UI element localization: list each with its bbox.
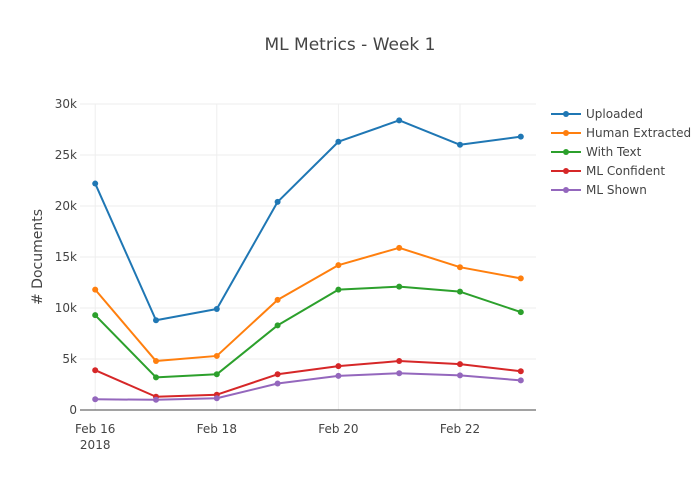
data-point[interactable]: [92, 180, 99, 187]
legend-marker: [563, 111, 569, 117]
y-tick-label: 15k: [55, 250, 77, 264]
y-tick-label: 5k: [62, 352, 77, 366]
data-point[interactable]: [396, 370, 403, 377]
plot-area: [92, 117, 524, 403]
series-uploaded[interactable]: [92, 117, 524, 324]
data-point[interactable]: [517, 133, 524, 140]
data-point[interactable]: [213, 371, 220, 378]
series-line[interactable]: [95, 372, 521, 401]
legend-item[interactable]: ML Confident: [551, 164, 665, 178]
data-point[interactable]: [457, 141, 463, 148]
x-tick-sublabel: 2018: [80, 438, 111, 452]
legend-item[interactable]: ML Shown: [551, 183, 647, 197]
data-point[interactable]: [457, 372, 463, 379]
data-point[interactable]: [517, 377, 524, 384]
data-point[interactable]: [213, 306, 220, 313]
data-point[interactable]: [274, 371, 281, 378]
data-point[interactable]: [153, 317, 159, 324]
x-tick-label: Feb 18: [197, 422, 237, 436]
series-human-extracted[interactable]: [92, 244, 524, 365]
data-point[interactable]: [274, 380, 281, 387]
series-line[interactable]: [94, 285, 522, 379]
legend-label: Human Extracted: [586, 126, 691, 140]
x-tick-label: Feb 20: [318, 422, 358, 436]
data-point[interactable]: [335, 286, 342, 293]
data-point[interactable]: [213, 352, 220, 359]
y-tick-label: 20k: [55, 199, 77, 213]
data-point[interactable]: [457, 361, 463, 368]
y-tick-label: 25k: [55, 148, 77, 162]
data-point[interactable]: [396, 117, 403, 124]
y-tick-label: 10k: [55, 301, 77, 315]
series-ml-shown[interactable]: [92, 370, 524, 403]
series-line[interactable]: [94, 119, 521, 322]
data-point[interactable]: [517, 275, 524, 282]
data-point[interactable]: [92, 312, 99, 319]
data-point[interactable]: [153, 358, 159, 365]
legend-label: ML Shown: [586, 183, 647, 197]
x-tick-label: Feb 22: [440, 422, 480, 436]
series-line[interactable]: [94, 246, 521, 363]
legend-item[interactable]: Human Extracted: [551, 126, 691, 140]
data-point[interactable]: [213, 395, 220, 402]
data-point[interactable]: [153, 396, 159, 403]
data-point[interactable]: [457, 288, 463, 295]
x-tick-label: Feb 16: [75, 422, 115, 436]
data-point[interactable]: [517, 368, 524, 375]
data-point[interactable]: [457, 264, 463, 271]
legend[interactable]: Uploaded Human Extracted With Text ML Confi…: [551, 107, 691, 197]
legend-marker: [563, 168, 569, 174]
legend-label: ML Confident: [586, 164, 665, 178]
data-point[interactable]: [517, 309, 524, 316]
data-point[interactable]: [92, 367, 99, 374]
data-point[interactable]: [274, 198, 281, 205]
legend-item[interactable]: With Text: [551, 145, 642, 159]
axes: Feb 16 2018 Feb 18 Feb 20 Feb 22 0 5k 10k 15k 20k…: [55, 97, 536, 452]
data-point[interactable]: [335, 138, 342, 145]
data-point[interactable]: [335, 372, 342, 379]
data-point[interactable]: [396, 358, 403, 365]
legend-item[interactable]: Uploaded: [551, 107, 643, 121]
data-point[interactable]: [274, 296, 281, 303]
data-point[interactable]: [153, 374, 159, 381]
series-with-text[interactable]: [92, 283, 524, 381]
series-line[interactable]: [94, 360, 521, 398]
data-point[interactable]: [396, 283, 403, 290]
chart-title: ML Metrics - Week 1: [265, 35, 436, 55]
y-tick-label: 30k: [55, 97, 77, 111]
data-point[interactable]: [396, 244, 403, 251]
y-tick-label: 0: [69, 403, 77, 417]
data-point[interactable]: [335, 262, 342, 269]
legend-label: With Text: [586, 145, 642, 159]
data-point[interactable]: [274, 322, 281, 329]
legend-marker: [563, 149, 569, 155]
data-point[interactable]: [92, 396, 99, 403]
y-axis-title: # Documents: [30, 209, 46, 305]
legend-marker: [563, 187, 569, 193]
data-point[interactable]: [335, 363, 342, 370]
legend-label: Uploaded: [586, 107, 643, 121]
legend-marker: [563, 130, 569, 136]
data-point[interactable]: [92, 286, 99, 293]
